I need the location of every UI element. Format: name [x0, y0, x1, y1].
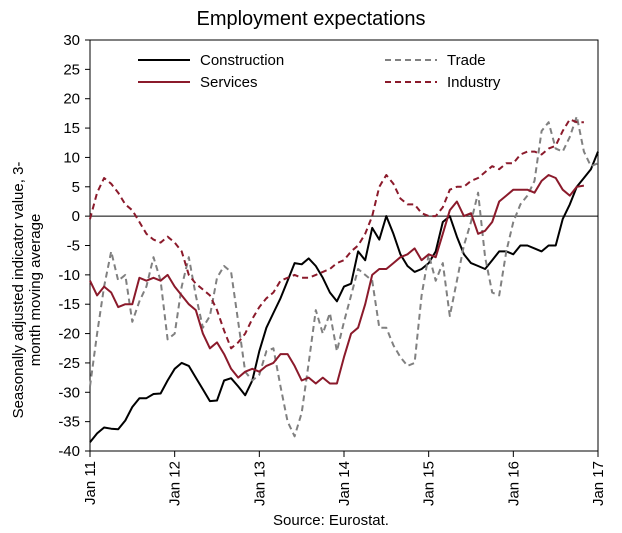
- x-tick-label: Jan 15: [421, 461, 438, 506]
- y-tick-label: 20: [63, 91, 80, 108]
- y-tick-label: -15: [58, 296, 80, 313]
- y-tick-label: -40: [58, 443, 80, 460]
- x-tick-label: Jan 13: [251, 461, 268, 506]
- series-line-construction: [89, 151, 599, 443]
- x-tick-label: Jan 17: [590, 461, 607, 506]
- chart-title: Employment expectations: [196, 8, 426, 30]
- y-tick-label: 10: [63, 149, 80, 166]
- y-tick-label: -5: [67, 238, 80, 255]
- legend-label-services: Services: [200, 74, 258, 91]
- y-tick-label: -30: [58, 384, 80, 401]
- y-tick-label: 5: [72, 179, 80, 196]
- x-tick-label: Jan 12: [167, 461, 184, 506]
- y-tick-label: -25: [58, 355, 80, 372]
- y-tick-label: 0: [72, 208, 80, 225]
- y-tick-label: -10: [58, 267, 80, 284]
- y-tick-label: 30: [63, 32, 80, 49]
- legend: Construction Trade Services Industry: [138, 52, 501, 91]
- series-lines: [89, 115, 599, 443]
- source-note: Source: Eurostat.: [273, 512, 389, 529]
- y-tick-label: 25: [63, 61, 80, 78]
- y-tick-label: -35: [58, 414, 80, 431]
- x-tick-label: Jan 14: [336, 461, 353, 506]
- legend-label-industry: Industry: [447, 74, 501, 91]
- x-tick-label: Jan 16: [505, 461, 522, 506]
- series-line-services: [89, 174, 585, 385]
- series-line-trade: [89, 115, 599, 438]
- series-line-industry: [89, 118, 584, 350]
- y-tick-label: 15: [63, 120, 80, 137]
- x-tick-label: Jan 11: [82, 461, 99, 505]
- legend-label-trade: Trade: [447, 52, 486, 69]
- y-tick-label: -20: [58, 326, 80, 343]
- legend-label-construction: Construction: [200, 52, 284, 69]
